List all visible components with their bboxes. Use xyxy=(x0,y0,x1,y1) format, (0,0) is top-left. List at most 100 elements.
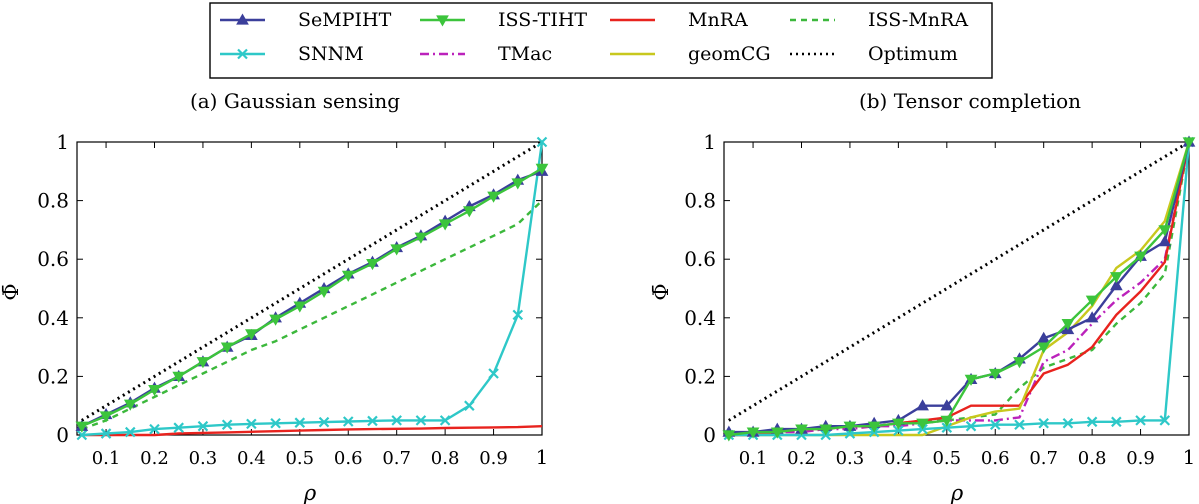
panel-a-frame xyxy=(76,141,543,436)
panel-a-xlabel: ρ xyxy=(303,481,317,504)
point-sempiht xyxy=(1037,331,1051,343)
point-isstiht xyxy=(390,244,404,256)
point-isstiht xyxy=(293,301,307,313)
point-isstiht xyxy=(892,418,905,430)
xtick-label: 0.2 xyxy=(787,448,816,469)
legend-entry-optimum: Optimum xyxy=(790,43,958,65)
xtick-label: 0.4 xyxy=(237,448,266,469)
point-isstiht xyxy=(99,411,113,423)
legend-marker-snnm xyxy=(237,48,248,60)
point-isstiht xyxy=(1085,295,1099,307)
panel-b-title: (b) Tensor completion xyxy=(859,89,1081,113)
point-isstiht xyxy=(487,191,500,203)
series-line-snnm xyxy=(81,141,544,437)
point-isstiht xyxy=(1037,342,1051,354)
point-isstiht xyxy=(964,374,978,386)
point-sempiht xyxy=(940,399,954,411)
point-isstiht xyxy=(1182,137,1196,149)
point-isstiht xyxy=(988,368,1002,380)
point-isstiht xyxy=(414,232,428,244)
xtick-label: 0.3 xyxy=(836,448,865,469)
ytick-label: 0.8 xyxy=(37,189,69,213)
point-isstiht xyxy=(220,342,234,354)
point-isstiht xyxy=(317,286,331,298)
series-isstiht xyxy=(75,163,549,433)
point-snnm xyxy=(536,136,548,148)
point-isstiht xyxy=(535,163,549,175)
panel-gaussian-sensing: (a) Gaussian sensing 0 0.2 0.4 0.6 0.8 1 0.1 0.… xyxy=(0,89,548,504)
series-snnm xyxy=(76,136,548,441)
point-snnm xyxy=(100,428,112,439)
point-isstiht xyxy=(770,427,784,439)
legend-label-snnm: SNNM xyxy=(298,43,364,65)
point-isstiht xyxy=(722,430,736,442)
point-isstiht xyxy=(1134,251,1147,263)
legend-label-sempiht: SeMPIHT xyxy=(298,9,392,31)
series-optimum xyxy=(81,140,543,422)
panel-b-frame xyxy=(723,141,1190,436)
point-sempiht xyxy=(1085,311,1099,323)
legend-entry-mnra: MnRA xyxy=(610,9,748,31)
point-snnm xyxy=(173,422,184,433)
legend-label-isstiht: ISS-TIHT xyxy=(498,9,587,31)
point-snnm xyxy=(989,419,1001,431)
legend: SeMPIHT ISS-TIHT MnRA ISS-MnRA SNNM TMac geomC… xyxy=(209,2,993,79)
point-snnm xyxy=(941,422,953,433)
ytick-label: 0.4 xyxy=(684,306,716,330)
point-isstiht xyxy=(438,219,452,231)
point-snnm xyxy=(149,423,160,435)
point-snnm xyxy=(965,420,977,432)
point-snnm xyxy=(893,425,904,436)
legend-entry-tmac: TMac xyxy=(420,43,552,65)
point-snnm xyxy=(197,420,209,432)
ytick-label: 0.4 xyxy=(37,306,69,330)
xtick-label: 0.8 xyxy=(431,448,460,469)
point-isstiht xyxy=(341,270,355,282)
point-isstiht xyxy=(916,418,929,430)
legend-entry-sempiht: SeMPIHT xyxy=(220,9,392,31)
legend-entry-snnm: SNNM xyxy=(220,43,364,65)
xtick-label: 0.9 xyxy=(1126,448,1155,469)
xtick-label: 0.3 xyxy=(189,448,218,469)
xtick-label: 0.7 xyxy=(382,448,411,469)
point-snnm xyxy=(415,415,427,426)
series-isstiht xyxy=(722,137,1196,442)
point-isstiht xyxy=(172,371,186,383)
point-isstiht xyxy=(1061,319,1075,331)
legend-entry-isstiht: ISS-TIHT xyxy=(420,9,587,31)
ytick-label: 0.2 xyxy=(684,364,716,388)
series-line-optimum xyxy=(81,140,543,422)
point-isstiht xyxy=(1013,357,1026,369)
ytick-label: 0 xyxy=(56,423,69,447)
xtick-label: 0.1 xyxy=(739,448,768,469)
point-snnm xyxy=(318,416,330,428)
point-isstiht xyxy=(366,258,379,271)
point-isstiht xyxy=(795,424,808,436)
legend-label-issmnra: ISS-MnRA xyxy=(868,9,968,31)
series-sempiht xyxy=(722,135,1196,437)
point-snnm xyxy=(1014,419,1025,431)
xtick-label: 0.5 xyxy=(932,448,961,469)
point-snnm xyxy=(367,415,378,427)
legend-marker-sempiht xyxy=(236,13,249,25)
xtick-label: 0.2 xyxy=(140,448,169,469)
ytick-label: 1 xyxy=(56,130,69,154)
point-isstiht xyxy=(462,206,476,218)
point-sempiht xyxy=(1158,235,1172,247)
point-isstiht xyxy=(148,384,161,397)
point-snnm xyxy=(1135,415,1146,426)
xtick-label: 0.5 xyxy=(285,448,314,469)
point-snnm xyxy=(76,429,88,441)
xtick-label: 0.8 xyxy=(1078,448,1107,469)
point-isstiht xyxy=(511,178,525,190)
legend-entry-issmnra: ISS-MnRA xyxy=(790,9,968,31)
point-snnm xyxy=(488,368,499,379)
ytick-label: 1 xyxy=(703,130,716,154)
panel-b-xlabel: ρ xyxy=(950,481,964,504)
point-snnm xyxy=(246,418,257,430)
xtick-label: 0.6 xyxy=(334,448,363,469)
xtick-label: 0.4 xyxy=(884,448,913,469)
point-isstiht xyxy=(867,421,881,433)
panel-tensor-completion: (b) Tensor completion 0 0.2 0.4 0.6 0.8 1 0.1 0… xyxy=(649,89,1195,504)
